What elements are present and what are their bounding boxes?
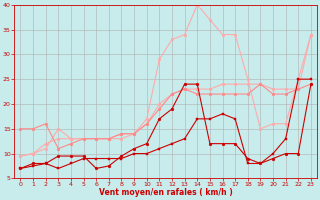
X-axis label: Vent moyen/en rafales ( km/h ): Vent moyen/en rafales ( km/h ) [99, 188, 233, 197]
